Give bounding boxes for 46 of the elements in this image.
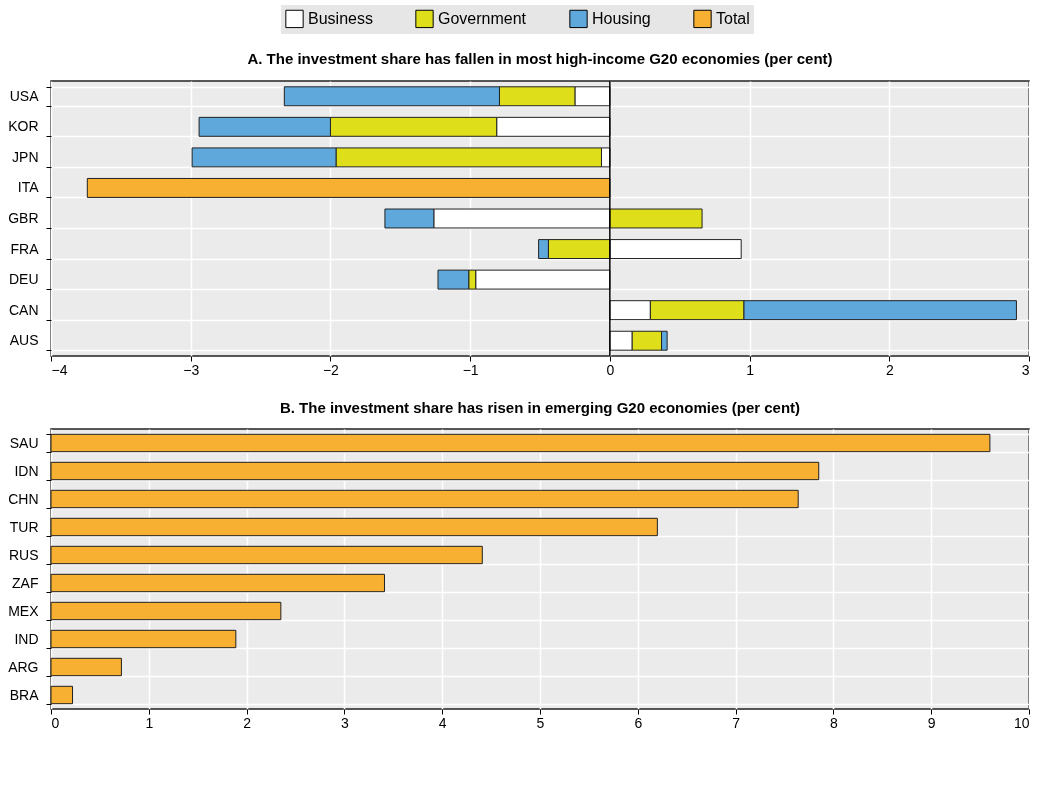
x-tick-label: 5	[536, 714, 545, 731]
x-tick-label: −1	[462, 361, 479, 378]
x-tick-label: 4	[438, 714, 447, 731]
legend-label: Total	[716, 9, 750, 27]
y-tick-label: IND	[14, 630, 39, 647]
x-tick-label: 10	[1013, 714, 1030, 731]
x-tick-label: −3	[183, 361, 200, 378]
y-tick-label: DEU	[8, 271, 39, 288]
y-tick-label: MEX	[8, 602, 40, 619]
x-tick-label: 9	[927, 714, 936, 731]
legend-label: Business	[308, 9, 373, 27]
x-tick-label: −4	[51, 361, 68, 378]
y-tick-label: RUS	[8, 546, 39, 563]
y-tick-label: USA	[9, 87, 40, 104]
y-tick-label: ITA	[17, 179, 40, 196]
y-tick-label: ZAF	[12, 574, 39, 591]
y-tick-label: KOR	[8, 118, 39, 135]
x-tick-label: 2	[243, 714, 252, 731]
y-tick-label: CHN	[8, 490, 39, 507]
x-tick-label: 3	[1021, 361, 1030, 378]
bar	[609, 208, 703, 229]
x-tick-label: 0	[51, 714, 60, 731]
x-tick-label: 2	[885, 361, 894, 378]
legend-label: Government	[438, 9, 527, 27]
x-tick-label: −2	[322, 361, 340, 378]
y-tick-label: BRA	[9, 686, 40, 703]
chart-title: B. The investment share has risen in emerging G20 economies (per cent)	[279, 399, 801, 416]
y-tick-label: IDN	[14, 462, 39, 479]
x-tick-label: 1	[145, 714, 154, 731]
y-tick-label: ARG	[8, 658, 39, 675]
y-tick-label: AUS	[9, 332, 39, 349]
legend-label: Housing	[592, 9, 651, 27]
x-tick-label: 0	[606, 361, 615, 378]
chart-title: A. The investment share has fallen in most high-income G20 economies (per cent)	[247, 50, 833, 67]
y-tick-label: SAU	[9, 434, 39, 451]
bar	[86, 177, 611, 198]
y-tick-label: JPN	[12, 148, 39, 165]
x-tick-label: 7	[732, 714, 741, 731]
y-tick-label: FRA	[10, 240, 40, 257]
y-tick-label: GBR	[8, 210, 39, 226]
y-tick-label: TUR	[9, 518, 39, 535]
y-tick-label: CAN	[8, 301, 39, 318]
x-tick-label: 1	[746, 361, 755, 378]
x-tick-label: 8	[830, 714, 838, 731]
x-tick-label: 3	[341, 714, 349, 731]
x-tick-label: 6	[634, 714, 643, 731]
